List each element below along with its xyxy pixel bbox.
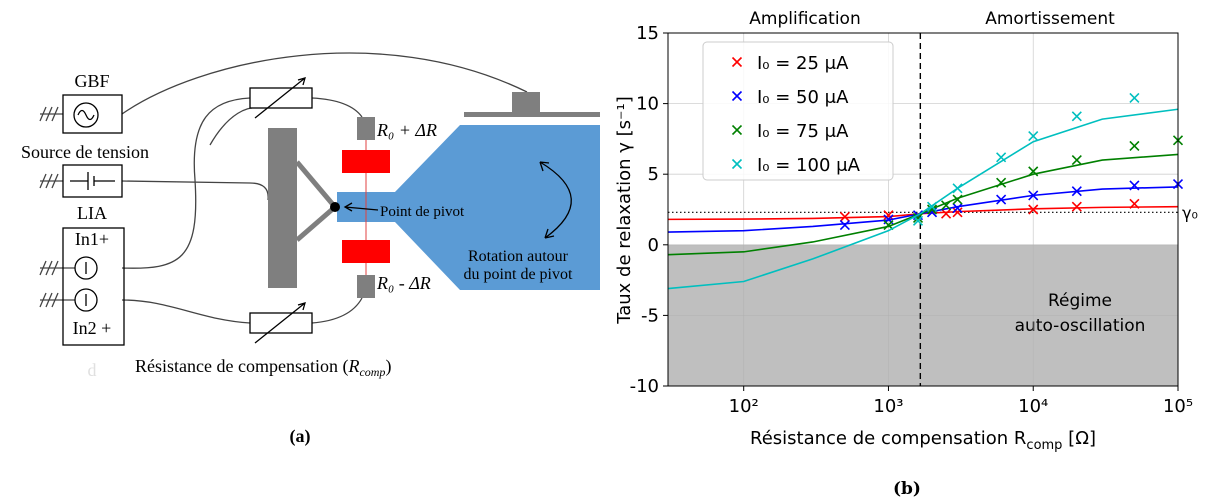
data-point xyxy=(952,183,963,194)
x-axis-label: Résistance de compensation Rcomp [Ω] xyxy=(750,428,1096,453)
data-point xyxy=(941,208,952,219)
data-point xyxy=(1071,111,1082,122)
legend-box xyxy=(702,41,894,181)
data-point xyxy=(883,210,894,221)
legend-marker xyxy=(731,56,743,68)
legend-label: I₀ = 100 μA xyxy=(757,155,861,176)
data-point xyxy=(1071,201,1082,212)
data-point xyxy=(952,194,963,205)
legend-label: I₀ = 25 μA xyxy=(757,53,849,74)
data-point xyxy=(996,152,1007,163)
diagram: GBF Source de tension LIA In1+ In2 + d R… xyxy=(21,52,600,447)
data-point xyxy=(1071,155,1082,166)
y-tick-label: 5 xyxy=(648,164,659,185)
annotation: auto-oscillation xyxy=(1015,316,1146,336)
wires xyxy=(121,52,528,324)
annotation: Régime xyxy=(1048,291,1112,311)
data-point xyxy=(883,219,894,231)
legend-marker xyxy=(731,90,743,102)
fit-line xyxy=(667,186,1179,233)
frame xyxy=(268,128,297,288)
pad-bottom xyxy=(357,275,375,298)
y-axis-label: Taux de relaxation γ [s⁻¹] xyxy=(614,96,635,325)
top-bar xyxy=(464,112,600,117)
grounds xyxy=(39,106,75,308)
data-point xyxy=(912,215,924,226)
y-tick-label: 15 xyxy=(636,23,659,44)
label: R₀ + ΔR xyxy=(376,120,437,140)
label: R₀ - ΔR xyxy=(376,273,431,293)
label: Point de pivot xyxy=(380,204,465,220)
x-tick-label: 10⁴ xyxy=(1018,396,1048,417)
source-box xyxy=(62,164,123,198)
beam xyxy=(337,125,600,290)
annotation: Amortissement xyxy=(985,9,1115,29)
y-tick-label: 0 xyxy=(648,235,659,256)
data-point xyxy=(1129,92,1140,104)
reference-label: γ₀ xyxy=(1182,203,1198,222)
chart: (b) Résistance de compensation Rcomp [Ω]… xyxy=(614,9,1198,499)
var-arrow-top xyxy=(254,77,306,119)
pad-top xyxy=(357,117,375,140)
gbf-box xyxy=(62,94,123,134)
data-point xyxy=(1028,190,1039,201)
label: GBF xyxy=(74,71,109,91)
top-block xyxy=(512,92,540,112)
y-tick-label: 10 xyxy=(636,94,659,115)
sine-wave xyxy=(77,109,95,121)
data-point xyxy=(1028,204,1039,215)
data-point xyxy=(941,200,952,211)
pivot-arms xyxy=(295,160,339,242)
rotation-arrow xyxy=(539,161,572,239)
data-point xyxy=(1129,198,1140,209)
battery xyxy=(70,172,115,190)
legend-label: I₀ = 75 μA xyxy=(757,121,849,142)
annotation: Amplification xyxy=(749,9,860,29)
input-1 xyxy=(74,256,98,280)
data-point xyxy=(926,204,938,215)
caption: (a) xyxy=(290,426,311,447)
data-point xyxy=(1028,131,1039,142)
x-tick-label: 10³ xyxy=(873,396,903,417)
data-point xyxy=(1129,140,1140,152)
gauge-bottom xyxy=(342,240,390,263)
legend-marker xyxy=(731,158,743,170)
caption: (b) xyxy=(893,479,921,499)
label: LIA xyxy=(77,203,107,223)
label: du point de pivot xyxy=(464,266,573,283)
data-point xyxy=(952,207,963,218)
x-tick-label: 10⁵ xyxy=(1163,396,1193,417)
y-tick-label: -10 xyxy=(630,376,659,397)
data-point xyxy=(996,177,1007,188)
x-tick-label: 10² xyxy=(729,396,759,417)
label: In2 + xyxy=(73,318,112,338)
input-2 xyxy=(74,288,98,312)
data-point xyxy=(1028,166,1039,177)
data-point xyxy=(996,194,1007,205)
plot-frame xyxy=(667,32,1179,387)
compensation-label: Résistance de compensation (Rcomp) xyxy=(135,356,391,379)
data-point xyxy=(1071,186,1082,197)
data-point xyxy=(839,211,850,222)
fit-line xyxy=(667,108,1179,290)
data-point xyxy=(839,219,850,231)
label: Rotation autour xyxy=(468,248,569,265)
data-point xyxy=(952,203,963,214)
var-arrow-bottom xyxy=(254,302,306,344)
pivot-arrow xyxy=(343,202,379,212)
legend-marker xyxy=(731,124,743,136)
label: In1+ xyxy=(75,229,109,249)
gauge-top xyxy=(342,150,390,173)
label: d xyxy=(88,360,97,380)
sine-source xyxy=(73,102,99,128)
legend-label: I₀ = 50 μA xyxy=(757,87,849,108)
data-point xyxy=(926,201,938,212)
data-point xyxy=(912,212,924,224)
y-tick-label: -5 xyxy=(641,305,659,326)
lia-box xyxy=(62,227,125,346)
pivot-dot xyxy=(330,202,340,212)
data-point xyxy=(1129,180,1140,191)
label: Source de tension xyxy=(21,142,149,162)
